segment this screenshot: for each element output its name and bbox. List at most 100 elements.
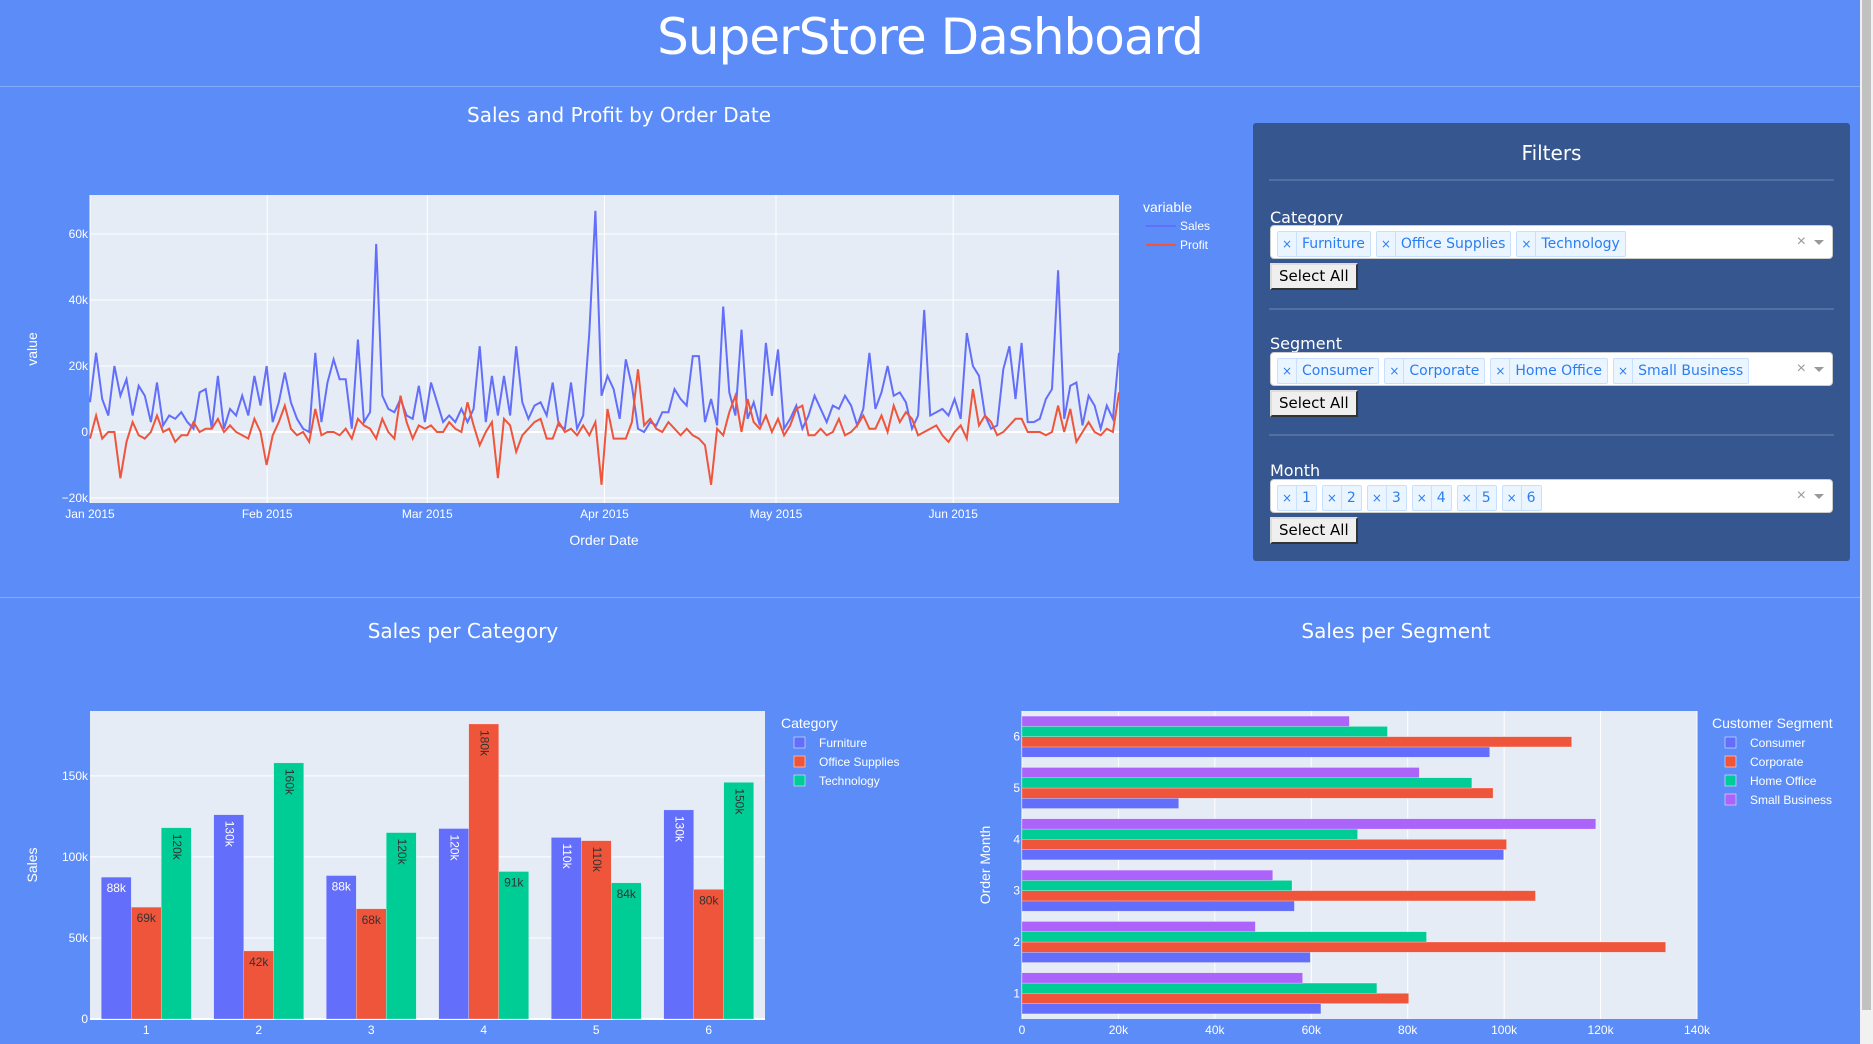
x-tick-label: Apr 2015 [580,507,629,521]
clear-all-icon[interactable]: × [1796,233,1806,250]
x-tick-label: 3 [368,1023,375,1037]
hbar-consumer [1021,746,1490,758]
selected-chip: × 2 [1321,485,1362,511]
chip-label: 4 [1436,490,1446,506]
selected-chip: × 4 [1411,485,1452,511]
bar-furniture [663,809,694,1020]
legend-swatch [793,736,806,749]
clear-all-icon[interactable]: × [1796,360,1806,377]
bar-value-label: 68k [362,913,382,927]
remove-chip-icon[interactable]: × [1458,486,1477,510]
hbar-corporate [1021,736,1572,748]
chip-label: 6 [1526,490,1536,506]
month-multiselect[interactable]: × 1 × 2 × 3 × 4 × 5 × 6 × [1270,479,1833,513]
remove-chip-icon[interactable]: × [1278,359,1297,383]
x-tick-label: 140k [1684,1023,1711,1037]
y-tick-label: 5 [1013,781,1020,795]
hbar-home-office [1021,828,1358,840]
legend-item: Home Office [1750,774,1817,788]
bar-value-label: 150k [733,788,747,815]
legend-item: Consumer [1750,736,1805,750]
filters-divider [1269,308,1834,310]
bar-value-label: 84k [617,887,637,901]
bar-technology [723,782,754,1020]
bar-value-label: 160k [283,769,297,796]
category-select-all-button[interactable]: Select All [1270,263,1358,290]
chip-label: Furniture [1302,236,1365,252]
filters-divider [1269,179,1834,181]
legend-item: Furniture [819,736,867,750]
x-tick-label: 0 [1019,1023,1026,1037]
section-divider [0,597,1860,598]
chevron-down-icon[interactable] [1814,494,1824,499]
legend-swatch [793,774,806,787]
remove-chip-icon[interactable]: × [1323,486,1342,510]
y-axis-title: Sales [24,847,40,882]
x-tick-label: 20k [1109,1023,1129,1037]
remove-chip-icon[interactable]: × [1377,232,1396,256]
selected-chip: × 6 [1501,485,1542,511]
remove-chip-icon[interactable]: × [1278,232,1297,256]
chip-label: Home Office [1515,363,1603,379]
scrollbar-thumb[interactable] [1862,0,1871,1010]
clear-all-icon[interactable]: × [1796,487,1806,504]
month-filter-label: Month [1270,461,1321,480]
x-tick-label: 5 [593,1023,600,1037]
remove-chip-icon[interactable]: × [1491,359,1511,383]
chip-label: Office Supplies [1400,236,1506,252]
selected-chip: × Corporate [1384,358,1486,384]
y-tick-label: 50k [69,931,89,945]
bar-value-label: 42k [249,955,269,969]
remove-chip-icon[interactable]: × [1278,486,1297,510]
hbar-home-office [1021,880,1293,891]
hbar-consumer [1021,798,1179,809]
selected-chips: × 1 × 2 × 3 × 4 × 5 × 6 [1277,485,1542,511]
x-tick-label: 120k [1588,1023,1615,1037]
segment-select-all-button[interactable]: Select All [1270,390,1358,417]
remove-chip-icon[interactable]: × [1385,359,1405,383]
remove-chip-icon[interactable]: × [1413,486,1432,510]
bar-furniture [551,837,582,1020]
hbar-small-business [1021,869,1273,881]
month-select-all-button[interactable]: Select All [1270,517,1358,544]
legend-title: Customer Segment [1712,715,1833,731]
hbar-home-office [1021,982,1378,994]
y-axis-title: Order Month [977,826,993,905]
chip-label: 5 [1481,490,1491,506]
remove-chip-icon[interactable]: × [1368,486,1387,510]
chip-label: 2 [1346,490,1356,506]
category-multiselect[interactable]: × Furniture × Office Supplies × Technology × [1270,225,1833,259]
segment-multiselect[interactable]: × Consumer × Corporate × Home Office × Small Bu… [1270,352,1833,386]
remove-chip-icon[interactable]: × [1517,232,1537,256]
chevron-down-icon[interactable] [1814,367,1824,372]
legend-item: Office Supplies [819,755,900,769]
legend-item: Small Business [1750,793,1832,807]
legend-item: Corporate [1750,755,1804,769]
chevron-down-icon[interactable] [1814,240,1824,245]
x-tick-label: 100k [1491,1023,1518,1037]
selected-chip: × Home Office [1490,358,1609,384]
series-line-sales [89,210,1120,434]
chip-label: Corporate [1409,363,1480,379]
remove-chip-icon[interactable]: × [1503,486,1522,510]
x-tick-label: Jan 2015 [65,507,115,521]
bar-office-supplies [581,840,612,1020]
hbar-consumer [1021,900,1295,912]
bar-value-label: 110k [590,847,604,873]
selected-chips: × Furniture × Office Supplies × Technology [1277,231,1626,257]
hbar-home-office [1021,726,1388,737]
bar-value-label: 69k [137,911,157,925]
y-tick-label: 0 [81,425,88,439]
selected-chip: × 1 [1277,485,1317,511]
legend-title: Category [781,715,838,731]
hbar-consumer [1021,952,1311,963]
hbar-corporate [1021,787,1494,799]
legend-item: Profit [1180,238,1209,252]
y-axis-title: value [24,332,40,366]
x-tick-label: 80k [1398,1023,1418,1037]
legend-swatch [1724,755,1737,768]
bar-value-label: 120k [395,839,409,866]
chip-label: 1 [1302,490,1311,506]
remove-chip-icon[interactable]: × [1614,359,1634,383]
